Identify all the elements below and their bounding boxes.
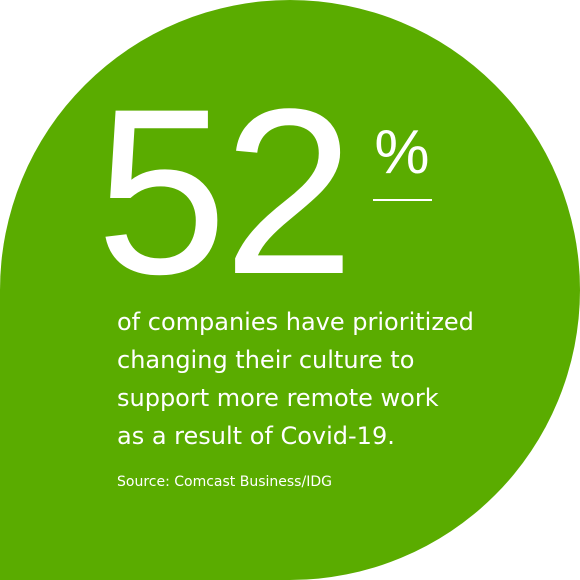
description: of companies have prioritized changing th… (117, 303, 474, 455)
source: Source: Comcast Business/IDG (117, 474, 332, 490)
stat-value: 52 (96, 60, 355, 324)
unit-underline (373, 199, 432, 201)
description-line: of companies have prioritized (117, 308, 474, 336)
description-line: as a result of Covid-19. (117, 422, 395, 450)
stat-unit: % (374, 118, 430, 187)
description-line: support more remote work (117, 384, 439, 412)
description-line: changing their culture to (117, 346, 415, 374)
